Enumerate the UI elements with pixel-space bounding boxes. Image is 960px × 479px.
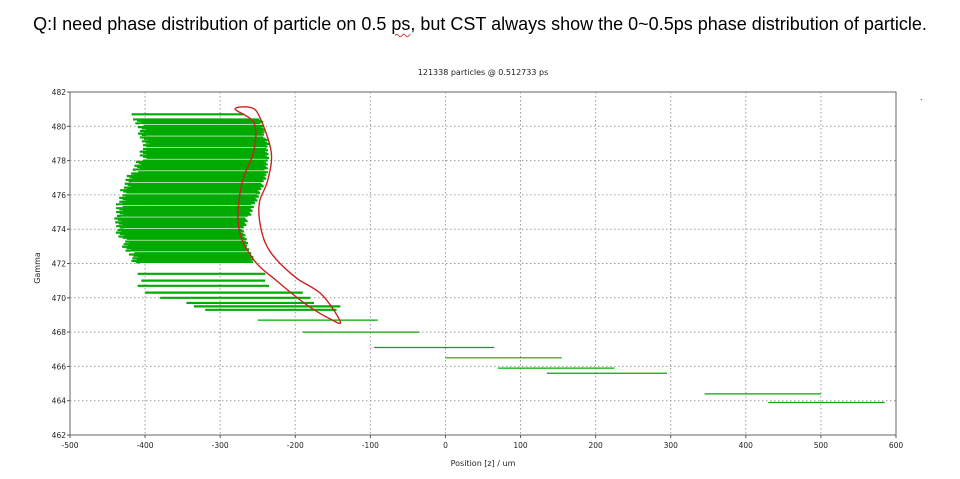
x-tick-label: 600 [889,441,904,450]
question-suffix: , but CST always show the 0~0.5ps phase … [410,14,927,34]
x-axis-label: Position [z] / um [451,459,516,468]
question-ps-word: ps [391,14,411,34]
y-tick-label: 470 [52,294,67,303]
annotation-loop [234,106,342,325]
grid-lines [70,92,896,435]
x-tick-label: -500 [61,441,78,450]
y-tick-label: 464 [52,397,67,406]
y-tick-label: 478 [52,157,67,166]
y-tick-label: 462 [52,431,67,440]
chart-title: 121338 particles @ 0.512733 ps [418,68,548,77]
question-text: Q:I need phase distribution of particle … [0,14,960,35]
y-axis-ticks: 462 464 466 468 470 472 474 476 478 480 482 [52,88,70,440]
question-prefix: Q:I need phase distribution of particle … [33,14,392,34]
y-tick-label: 466 [52,362,67,371]
x-axis-ticks: -500 -400 -300 -200 -100 0 100 200 300 400 500 600 [61,435,903,450]
x-tick-label: 500 [814,441,829,450]
particle-bunch [114,118,269,264]
x-tick-label: 0 [443,441,448,450]
y-axis-label: Gamma [33,252,42,284]
y-tick-label: 482 [52,88,67,97]
y-tick-label: 474 [52,225,67,234]
x-tick-label: 400 [739,441,754,450]
x-tick-label: 100 [513,441,528,450]
x-tick-label: -100 [362,441,379,450]
x-tick-label: -400 [137,441,154,450]
y-tick-label: 468 [52,328,67,337]
x-tick-label: 200 [588,441,603,450]
x-tick-label: 300 [664,441,679,450]
y-tick-label: 472 [52,260,67,269]
particle-tails [131,113,885,404]
x-tick-label: -300 [212,441,229,450]
corner-dot: . [920,93,923,102]
y-tick-label: 480 [52,122,67,131]
x-tick-label: -200 [287,441,304,450]
y-tick-label: 476 [52,191,67,200]
